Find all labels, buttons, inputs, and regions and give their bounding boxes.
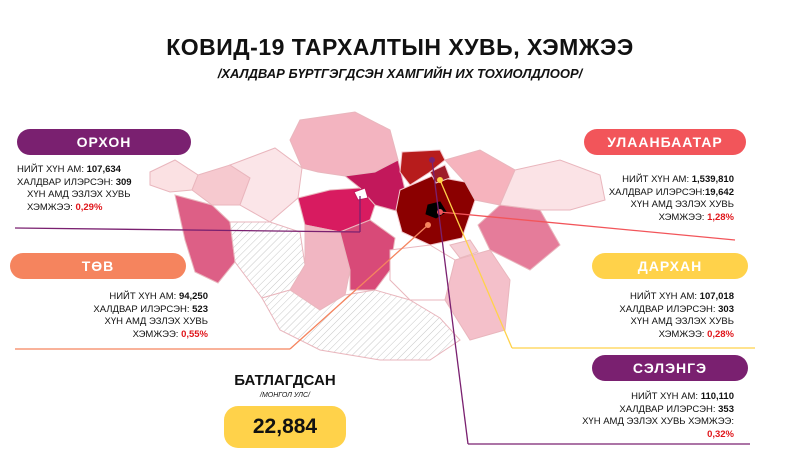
ulaanbaatar-leader-line bbox=[439, 211, 736, 241]
darkhan-infected: 303 bbox=[718, 303, 734, 315]
ulaanbaatar-share: 1,28% bbox=[707, 211, 734, 223]
region-zavkhan bbox=[228, 147, 303, 223]
selenge-info: НИЙТ ХҮН АМ: 110,110 ХАЛДВАР ИЛЭРСЭН: 35… bbox=[582, 391, 734, 440]
region-south-gobi bbox=[261, 289, 461, 361]
region-orkhon bbox=[353, 187, 369, 201]
region-khuvsgul bbox=[289, 111, 399, 177]
selenge-population: 110,110 bbox=[700, 391, 734, 402]
region-dornod bbox=[499, 159, 606, 211]
ulaanbaatar-info: НИЙТ ХҮН АМ: 1,539,810 ХАЛДВАР ИЛЭРСЭН:1… bbox=[608, 174, 734, 223]
orkhon-population: 107,634 bbox=[86, 164, 121, 175]
selenge-infected: 353 bbox=[718, 403, 734, 415]
tov-infected: 523 bbox=[192, 303, 208, 315]
region-bayan-ulgii bbox=[149, 159, 199, 193]
darkhan-info: НИЙТ ХҮН АМ: 107,018 ХАЛДВАР ИЛЭРСЭН: 30… bbox=[619, 291, 734, 340]
ulaanbaatar-population: 1,539,810 bbox=[691, 174, 734, 185]
tov-info: НИЙТ ХҮН АМ: 94,250 ХАЛДВАР ИЛЭРСЭН: 523… bbox=[93, 291, 208, 340]
darkhan-share: 0,28% bbox=[707, 328, 734, 340]
page-title: КОВИД-19 ТАРХАЛТЫН ХУВЬ, ХЭМЖЭЭ bbox=[166, 34, 634, 60]
tov-label: ТӨВ bbox=[10, 253, 186, 279]
ulaanbaatar-label: УЛААНБААТАР bbox=[584, 129, 746, 155]
tov-share: 0,55% bbox=[181, 328, 208, 340]
confirmed-title: БАТЛАГДСАН bbox=[234, 372, 336, 389]
darkhan-population: 107,018 bbox=[699, 291, 734, 302]
darkhan-label: ДАРХАН bbox=[592, 253, 748, 279]
tov-population: 94,250 bbox=[178, 291, 208, 302]
confirmed-subtitle: /МОНГОЛ УЛС/ bbox=[260, 392, 310, 399]
confirmed-count: 22,884 bbox=[224, 406, 346, 448]
selenge-leader-line bbox=[431, 159, 469, 445]
ulaanbaatar-infected: 19,642 bbox=[704, 186, 734, 198]
orkhon-share: 0,29% bbox=[75, 201, 103, 213]
region-uvurkhangai bbox=[339, 219, 396, 291]
page-subtitle: /ХАЛДВАР БҮРТГЭГДСЭН ХАМГИЙН ИХ ТОХИОЛДЛ… bbox=[217, 66, 583, 81]
orkhon-infected: 309 bbox=[115, 176, 132, 188]
orkhon-label: ОРХОН bbox=[17, 129, 191, 155]
selenge-label: СЭЛЭНГЭ bbox=[592, 355, 748, 381]
selenge-share: 0,32% bbox=[707, 428, 734, 440]
region-dornogovi bbox=[444, 249, 511, 341]
region-dundgovi bbox=[389, 244, 456, 301]
orkhon-leader-line bbox=[14, 227, 361, 233]
darkhan-leader-line bbox=[439, 179, 513, 349]
orkhon-info: НИЙТ ХҮН АМ: 107,634 ХАЛДВАР ИЛЭРСЭН: 30… bbox=[17, 164, 132, 213]
region-khovd bbox=[174, 194, 236, 284]
